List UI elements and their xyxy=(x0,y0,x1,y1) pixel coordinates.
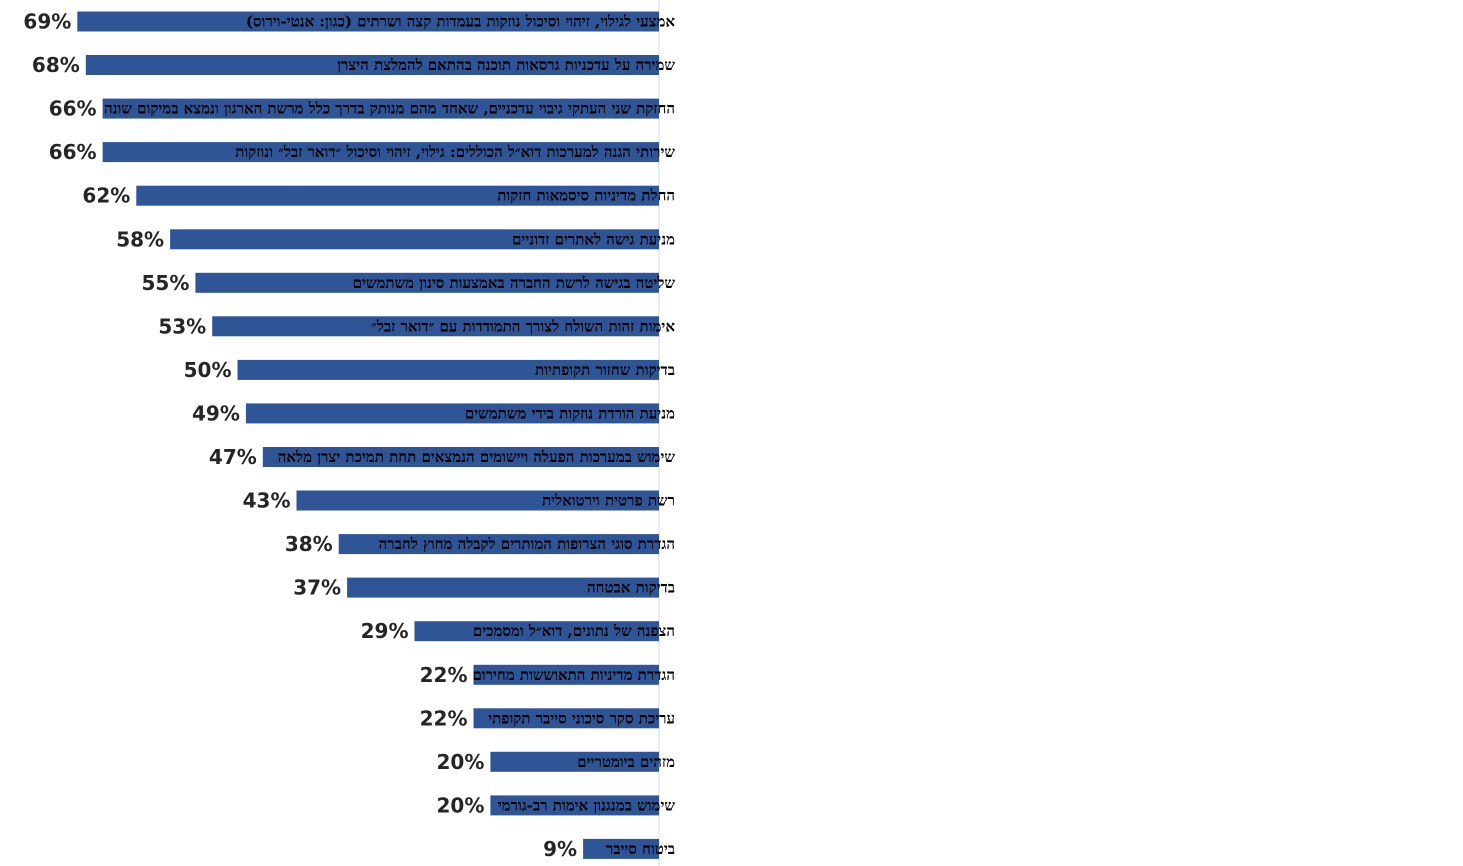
bar-9 xyxy=(237,359,659,380)
value-label-17: 22% xyxy=(420,706,468,730)
category-label-2: שמירה על עדכניות גרסאות תוכנה בהתאם להמל… xyxy=(337,56,675,74)
bar-18 xyxy=(490,751,659,772)
bar-16 xyxy=(473,664,659,685)
value-label-1: 69% xyxy=(23,10,71,34)
category-label-4: שירותי הגנה למערכות דוא״ל הכוללים: גילוי… xyxy=(235,143,675,161)
category-label-16: הגדרת מדיניות התאוששות מחירום xyxy=(472,666,675,684)
value-label-10: 49% xyxy=(192,401,240,425)
value-label-16: 22% xyxy=(420,663,468,687)
bar-2 xyxy=(85,55,660,75)
bar-6 xyxy=(170,229,659,250)
value-label-14: 37% xyxy=(293,576,341,600)
value-label-2: 68% xyxy=(32,53,80,77)
value-label-5: 62% xyxy=(82,184,130,208)
category-label-17: עריכת סקר סיכוני סייבר תקופתי xyxy=(488,709,675,727)
category-labels: אמצעי לגילוי, זיהוי וסיכול נוזקות בעמדות… xyxy=(104,13,675,858)
value-label-18: 20% xyxy=(437,750,485,774)
bar-19 xyxy=(490,795,659,816)
bar-14 xyxy=(347,577,659,598)
bar-3 xyxy=(102,98,660,119)
bar-12 xyxy=(296,490,659,511)
value-label-7: 55% xyxy=(142,271,190,295)
bar-10 xyxy=(245,403,659,424)
value-label-8: 53% xyxy=(158,314,206,338)
value-label-9: 50% xyxy=(184,358,232,382)
category-label-13: הגדרת סוגי הצרופות המותרים לקבלה מחוץ לח… xyxy=(379,535,675,553)
bar-1 xyxy=(77,11,660,32)
value-label-20: 9% xyxy=(543,837,577,861)
category-label-7: שליטה בגישה לרשת החברה באמצעות סינון משת… xyxy=(353,274,676,292)
category-label-3: החזקת שני העתקי גיבוי עדכניים, שאחד מהם … xyxy=(104,100,675,118)
value-label-4: 66% xyxy=(49,140,97,164)
value-label-12: 43% xyxy=(243,489,291,513)
category-label-14: בדיקות אבטחה xyxy=(587,579,675,597)
category-label-10: מניעת הורדת נוזקות בידי משתמשים xyxy=(465,404,675,422)
category-label-6: מניעת גישה לאתרים זדוניים xyxy=(512,230,675,248)
value-label-3: 66% xyxy=(49,97,97,121)
category-label-12: רשת פרטית וירטואלית xyxy=(542,492,675,510)
category-label-5: החלת מדיניות סיסמאות חזקות xyxy=(497,187,675,205)
bar-20 xyxy=(583,838,659,859)
bar-4 xyxy=(102,142,660,163)
value-label-6: 58% xyxy=(116,227,164,251)
bar-15 xyxy=(414,621,659,642)
category-label-19: שימוש במנגנון אימות רב-גורמי xyxy=(498,796,676,814)
category-label-8: אימות זהות השולח לצורך התמודדות עם ״דואר… xyxy=(371,317,675,335)
value-label-19: 20% xyxy=(437,793,485,817)
bar-7 xyxy=(195,272,659,293)
value-label-13: 38% xyxy=(285,532,333,556)
bars xyxy=(77,11,660,859)
category-label-11: שימוש במערכות הפעלה ויישומים הנמצאים תחת… xyxy=(278,448,676,466)
value-label-15: 29% xyxy=(361,619,409,643)
category-label-20: ביטוח סייבר xyxy=(606,840,675,858)
bar-13 xyxy=(338,534,659,555)
category-label-9: בדיקות שחזור תקופתיות xyxy=(535,361,675,379)
category-label-18: מזהים ביומטריים xyxy=(577,753,675,771)
bar-5 xyxy=(136,185,660,206)
value-labels: 69% 68% 66% 66% 62% 58% 55% 53% 50% 49% 47% 43% 38% 3… xyxy=(23,10,577,861)
category-label-15: הצפנה של נתונים, דוא״ל ומסמכים xyxy=(473,622,675,640)
bar-8 xyxy=(212,316,659,337)
value-label-11: 47% xyxy=(209,445,257,469)
category-label-1: אמצעי לגילוי, זיהוי וסיכול נוזקות בעמדות… xyxy=(246,13,676,31)
bar-17 xyxy=(473,708,659,729)
bar-11 xyxy=(262,447,659,467)
